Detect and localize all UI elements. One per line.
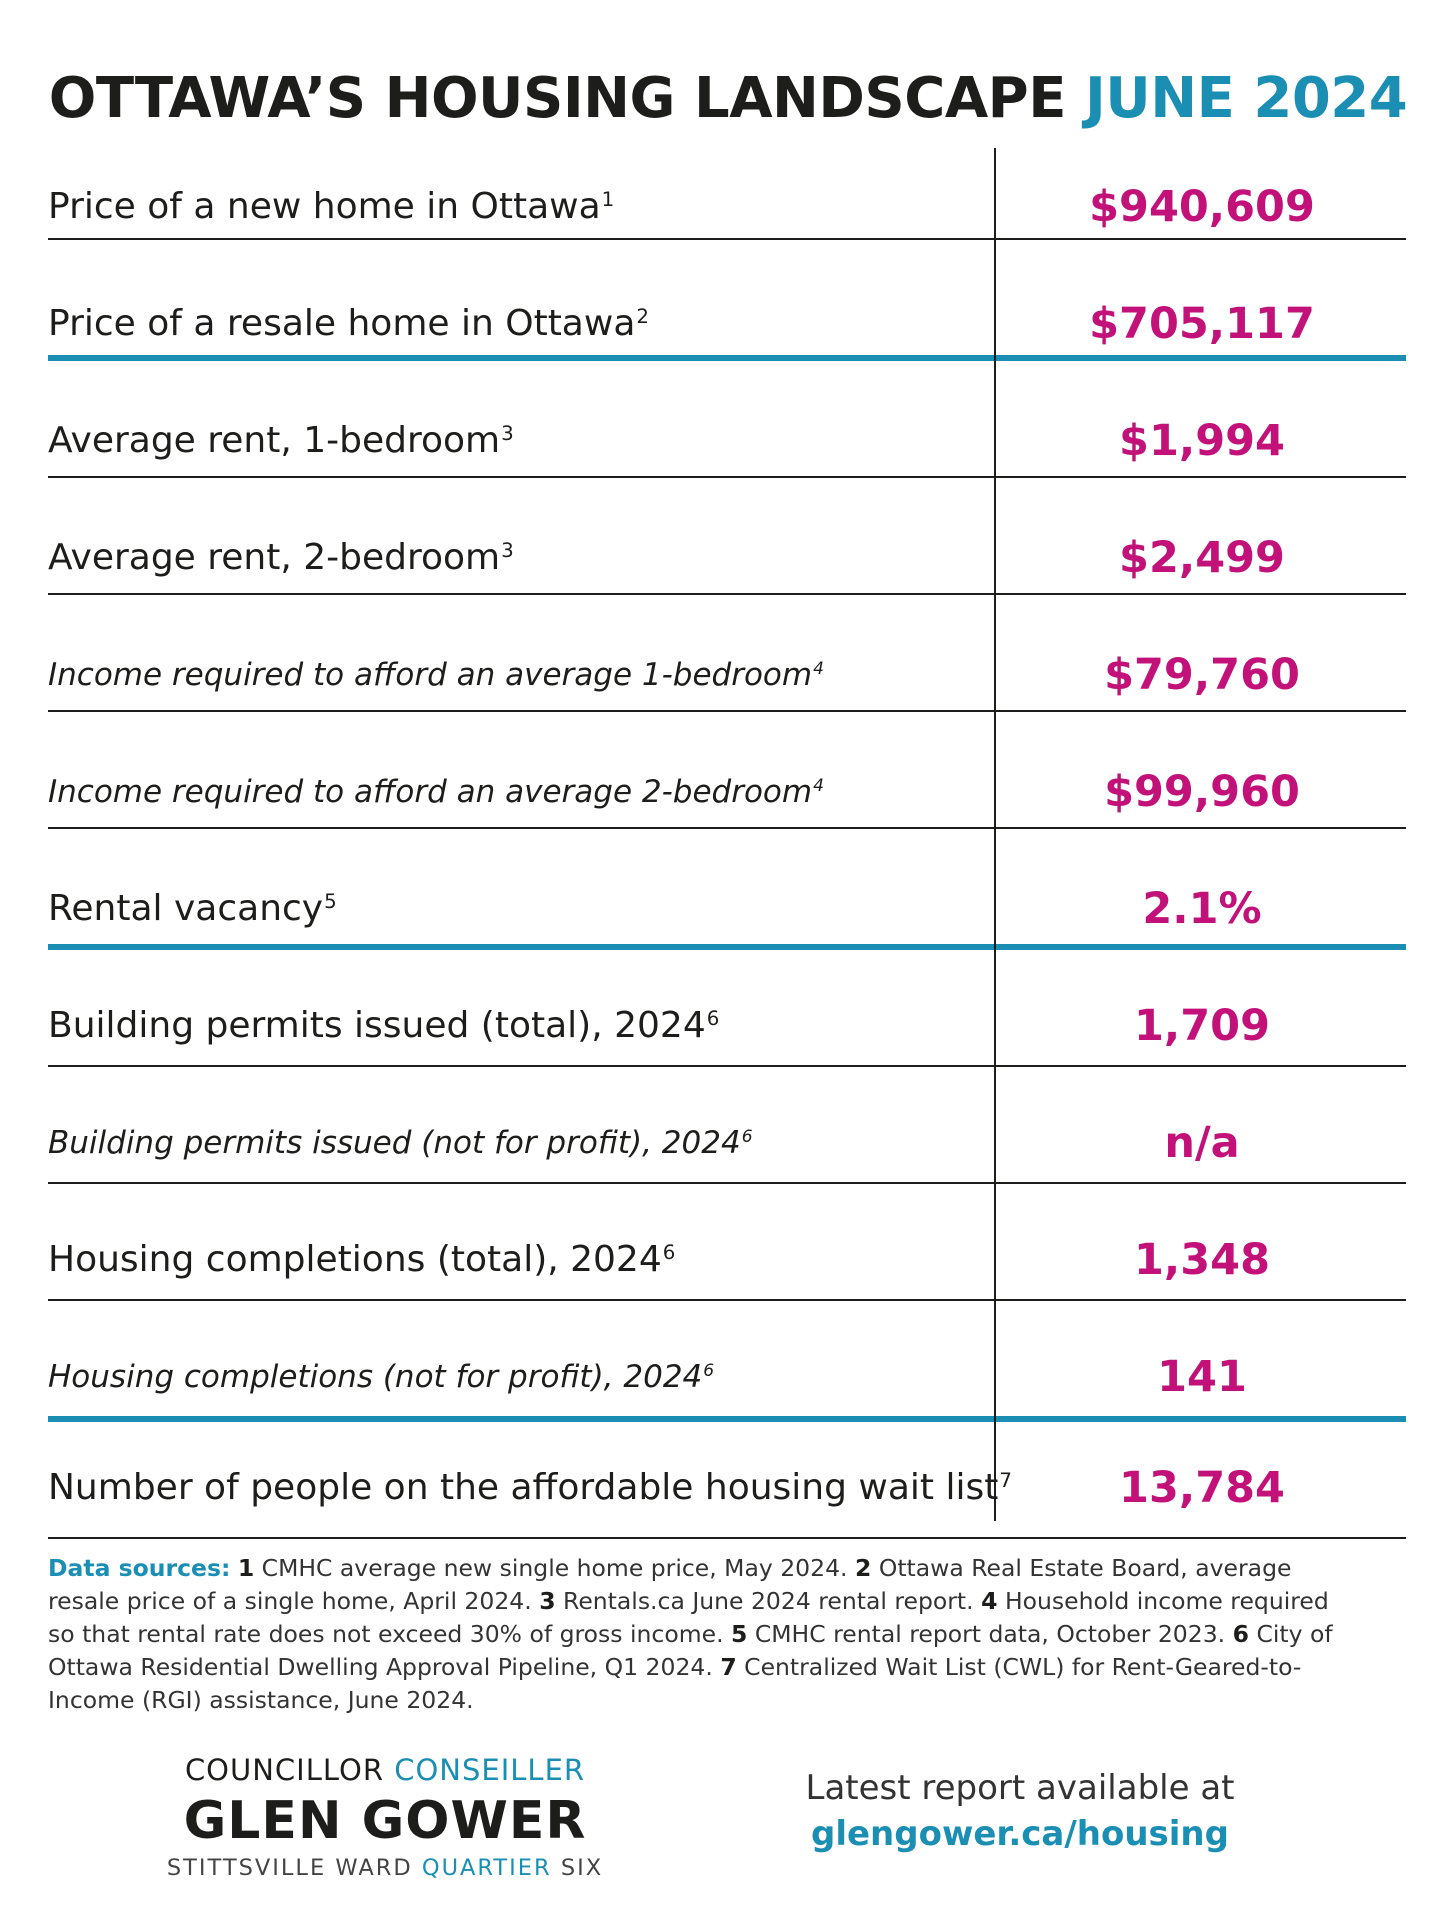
footnote-marker: 4 bbox=[813, 658, 824, 679]
row-label: Income required to afford an average 2-b… bbox=[48, 773, 824, 810]
row-label: Price of a new home in Ottawa 1 bbox=[48, 186, 615, 227]
row-divider bbox=[48, 238, 1406, 240]
page-title: OTTAWA’S HOUSING LANDSCAPE JUNE 2024 bbox=[0, 66, 1456, 131]
footnote-marker: 6 bbox=[703, 1360, 715, 1381]
row-label: Average rent, 1-bedroom 3 bbox=[48, 420, 514, 461]
row-value: 141 bbox=[1157, 1351, 1247, 1402]
footnote-marker: 5 bbox=[324, 890, 337, 914]
councillor-name: GLEN GOWER bbox=[183, 1791, 587, 1851]
data-sources: Data sources: 1 CMHC average new single … bbox=[48, 1554, 1333, 1714]
table-row: Income required to afford an average 2-b… bbox=[48, 733, 1406, 850]
row-value: 1,709 bbox=[1133, 1000, 1270, 1051]
footnote-marker: 6 bbox=[662, 1241, 676, 1265]
table-row: Average rent, 1-bedroom 3 $1,994 bbox=[48, 382, 1406, 499]
column-divider bbox=[994, 148, 996, 1521]
title-main: OTTAWA’S HOUSING LANDSCAPE bbox=[48, 65, 1067, 131]
table-row: Housing completions (not for profit), 20… bbox=[48, 1318, 1406, 1435]
row-divider bbox=[48, 827, 1406, 829]
councillor-logo: COUNCILLOR CONSEILLER GLEN GOWER STITTSV… bbox=[160, 1753, 610, 1881]
row-value: $2,499 bbox=[1119, 532, 1285, 583]
row-label: Housing completions (not for profit), 20… bbox=[48, 1358, 715, 1395]
footnote-marker: 4 bbox=[813, 775, 824, 796]
latest-report: Latest report available at glengower.ca/… bbox=[770, 1768, 1270, 1854]
footnote-marker: 3 bbox=[501, 422, 514, 446]
footnote-marker: 6 bbox=[706, 1007, 720, 1031]
row-label: Income required to afford an average 1-b… bbox=[48, 656, 824, 693]
row-value: 2.1% bbox=[1142, 883, 1262, 934]
footnote-marker: 1 bbox=[601, 188, 615, 212]
table-row: Price of a new home in Ottawa 1 $940,609 bbox=[48, 148, 1406, 265]
table-row: Average rent, 2-bedroom 3 $2,499 bbox=[48, 499, 1406, 616]
table-row: Building permits issued (not for profit)… bbox=[48, 1084, 1406, 1201]
row-value: 13,784 bbox=[1119, 1462, 1285, 1513]
row-label: Average rent, 2-bedroom 3 bbox=[48, 537, 514, 578]
table-bottom-rule bbox=[48, 1537, 1406, 1539]
section-divider bbox=[48, 1416, 1406, 1422]
row-label: Housing completions (total), 2024 6 bbox=[48, 1239, 676, 1280]
footnote-marker: 7 bbox=[999, 1469, 1012, 1493]
row-value: $99,960 bbox=[1104, 766, 1300, 817]
table-row: Number of people on the affordable housi… bbox=[48, 1435, 1406, 1540]
row-value: n/a bbox=[1164, 1117, 1240, 1168]
row-label: Rental vacancy 5 bbox=[48, 888, 337, 929]
report-text: Latest report available at bbox=[805, 1768, 1235, 1808]
footnote-marker: 3 bbox=[501, 539, 514, 563]
table-row: Price of a resale home in Ottawa 2 $705,1… bbox=[48, 265, 1406, 382]
row-value: $940,609 bbox=[1089, 181, 1315, 232]
ward-name: STITTSVILLE WARD QUARTIER SIX bbox=[166, 1855, 604, 1881]
footnote-marker: 2 bbox=[636, 305, 649, 329]
table-row: Housing completions (total), 2024 6 1,348 bbox=[48, 1201, 1406, 1318]
row-divider bbox=[48, 710, 1406, 712]
row-label: Price of a resale home in Ottawa 2 bbox=[48, 303, 649, 344]
sources-lead: Data sources: bbox=[48, 1554, 231, 1582]
section-divider bbox=[48, 944, 1406, 950]
table-row: Building permits issued (total), 2024 6 1… bbox=[48, 967, 1406, 1084]
housing-stats-table: Price of a new home in Ottawa 1 $940,609 … bbox=[48, 148, 1406, 1540]
row-divider bbox=[48, 1299, 1406, 1301]
row-divider bbox=[48, 476, 1406, 478]
table-row: Rental vacancy 5 2.1% bbox=[48, 850, 1406, 967]
row-label: Building permits issued (total), 2024 6 bbox=[48, 1005, 720, 1046]
row-divider bbox=[48, 1182, 1406, 1184]
row-divider bbox=[48, 593, 1406, 595]
row-value: 1,348 bbox=[1133, 1234, 1270, 1285]
row-value: $705,117 bbox=[1089, 298, 1315, 349]
row-divider bbox=[48, 1065, 1406, 1067]
row-label: Building permits issued (not for profit)… bbox=[48, 1124, 753, 1161]
footnote-marker: 6 bbox=[741, 1126, 753, 1147]
title-date: JUNE 2024 bbox=[1084, 65, 1408, 131]
row-label: Number of people on the affordable housi… bbox=[48, 1467, 1012, 1508]
section-divider bbox=[48, 355, 1406, 361]
table-row: Income required to afford an average 1-b… bbox=[48, 616, 1406, 733]
councillor-title: COUNCILLOR CONSEILLER bbox=[184, 1753, 586, 1787]
row-value: $79,760 bbox=[1104, 649, 1300, 700]
report-link[interactable]: glengower.ca/housing bbox=[811, 1814, 1229, 1854]
row-value: $1,994 bbox=[1119, 415, 1285, 466]
